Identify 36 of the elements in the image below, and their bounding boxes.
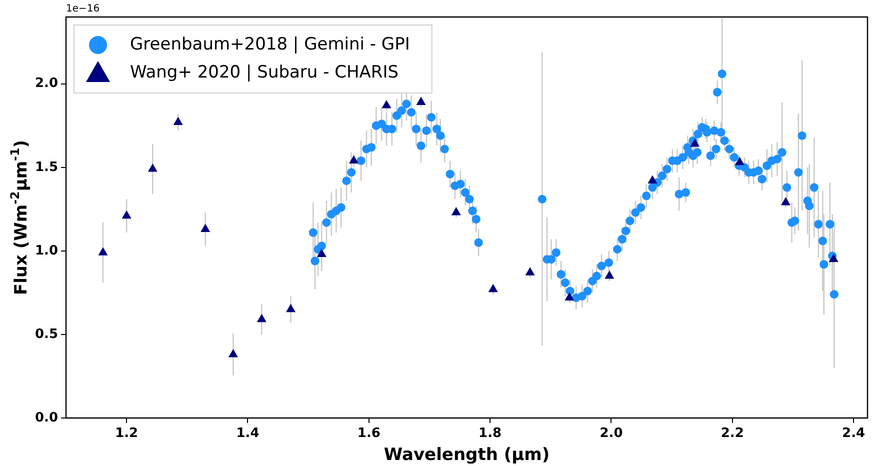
x-tick-label: 1.8 <box>478 426 502 442</box>
y-tick-label: 0.5 <box>34 326 58 342</box>
point <box>564 292 574 300</box>
point <box>488 284 498 292</box>
x-tick-label: 1.4 <box>236 426 260 442</box>
point <box>200 224 210 232</box>
y-axis-title: Flux (Wm-2µm-1) <box>8 140 32 296</box>
point <box>148 164 158 172</box>
y-tick-label: 1.5 <box>34 160 58 175</box>
point <box>286 304 296 312</box>
point <box>382 100 392 108</box>
point <box>604 270 614 279</box>
y-tick-label: 0.0 <box>34 410 58 426</box>
point <box>98 247 108 256</box>
x-tick-label: 1.2 <box>115 426 138 442</box>
y-tick-label: 1.0 <box>34 243 58 258</box>
y-tick-label: 2.0 <box>34 76 58 92</box>
point <box>648 175 658 184</box>
x-tick-label: 2.4 <box>842 426 866 442</box>
point <box>228 349 238 358</box>
x-axis-title: Wavelength (µm) <box>384 445 550 466</box>
point <box>122 210 132 219</box>
x-tick-label: 2.2 <box>720 426 744 442</box>
x-tick-label: 1.6 <box>357 426 380 442</box>
point <box>316 248 326 258</box>
legend-label: Wang+ 2020 | Subaru - CHARIS <box>130 62 399 82</box>
text: 1e−16 <box>66 4 100 15</box>
point <box>256 314 266 322</box>
point <box>416 96 426 105</box>
x-tick-label: 2.0 <box>600 426 623 442</box>
point <box>173 116 183 126</box>
point <box>780 196 790 206</box>
point <box>525 267 535 276</box>
point <box>349 155 359 164</box>
legend-label: Greenbaum+2018 | Gemini - GPI <box>130 34 410 54</box>
point <box>451 206 461 216</box>
